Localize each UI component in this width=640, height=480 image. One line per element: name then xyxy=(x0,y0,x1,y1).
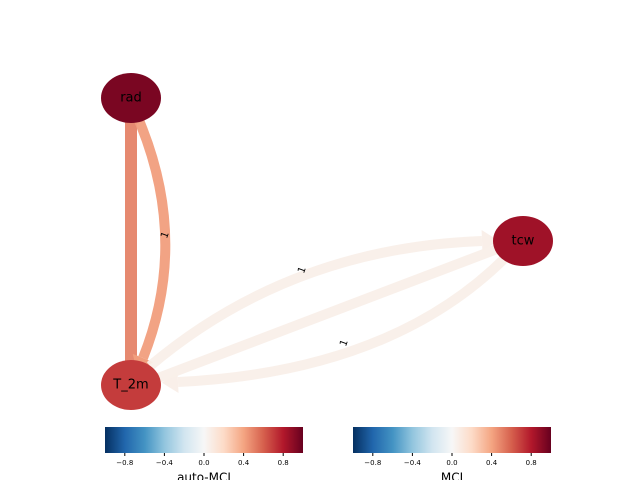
colorbar xyxy=(105,427,303,453)
colorbar xyxy=(353,427,551,453)
colorbar-tick-label: 0.4 xyxy=(486,459,498,467)
edge xyxy=(177,254,509,387)
colorbar-tick-label: −0.4 xyxy=(156,459,174,467)
node xyxy=(101,360,161,410)
node xyxy=(493,216,553,266)
node-label: rad xyxy=(120,91,142,106)
node xyxy=(101,73,161,123)
edge-label: 1 xyxy=(296,265,309,275)
colorbar-tick-label: −0.8 xyxy=(116,459,133,467)
colorbar-label: auto-MCI xyxy=(177,471,231,480)
edge xyxy=(156,244,499,383)
node-label: tcw xyxy=(512,234,535,249)
colorbar-tick-label: 0.4 xyxy=(238,459,250,467)
colorbar-tick-label: 0.0 xyxy=(198,459,209,467)
colorbar-tick-label: 0.8 xyxy=(278,459,289,467)
edge xyxy=(146,236,483,370)
colorbar-tick-label: −0.8 xyxy=(364,459,381,467)
node-label: T_2m xyxy=(112,378,148,393)
colorbar-tick-label: 0.0 xyxy=(446,459,457,467)
edge xyxy=(133,116,171,360)
edge-label: 1 xyxy=(159,230,172,240)
edge-label: 1 xyxy=(338,338,351,348)
arrowhead xyxy=(481,230,498,252)
colorbar-tick-label: 0.8 xyxy=(526,459,537,467)
colorbar-label: MCI xyxy=(441,471,463,480)
colorbar-tick-label: −0.4 xyxy=(404,459,422,467)
